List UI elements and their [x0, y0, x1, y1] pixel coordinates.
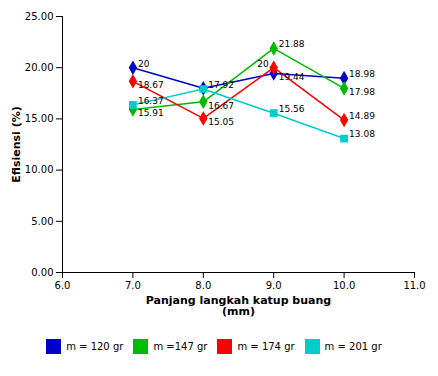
svg-text:20.00: 20.00 [25, 62, 54, 73]
svg-text:16.67: 16.67 [208, 101, 234, 111]
html-text:m = 120 gr: m = 120 gr [66, 341, 124, 352]
svg-text:17.98: 17.98 [349, 87, 375, 97]
html-text:m = 201 gr: m = 201 gr [324, 341, 382, 352]
svg-text:Panjang langkah katup buang(mm: Panjang langkah katup buang(mm) [146, 294, 331, 318]
svg-text:15.56: 15.56 [279, 104, 305, 114]
svg-text:9.0: 9.0 [266, 280, 282, 291]
svg-text:15.00: 15.00 [25, 113, 54, 124]
svg-text:14.89: 14.89 [349, 111, 375, 121]
svg-text:8.0: 8.0 [195, 280, 211, 291]
svg-text:21.88: 21.88 [279, 39, 305, 49]
svg-text:15.91: 15.91 [138, 108, 164, 118]
svg-text:19.44: 19.44 [279, 72, 305, 82]
svg-text:20: 20 [138, 59, 150, 69]
svg-text:17.92: 17.92 [208, 80, 234, 90]
html-text:m =147 gr: m =147 gr [153, 341, 208, 352]
svg-text:7.0: 7.0 [125, 280, 141, 291]
svg-text:5.00: 5.00 [31, 216, 53, 227]
svg-text:13.08: 13.08 [349, 129, 375, 139]
svg-text:18.67: 18.67 [138, 80, 164, 90]
svg-text:0.00: 0.00 [31, 267, 53, 278]
svg-text:25.00: 25.00 [25, 11, 54, 22]
svg-text:18.98: 18.98 [349, 69, 375, 79]
html-text:m = 174 gr: m = 174 gr [237, 341, 295, 352]
svg-text:10.00: 10.00 [25, 164, 54, 175]
svg-text:15.05: 15.05 [208, 117, 234, 127]
svg-text:10.0: 10.0 [333, 280, 355, 291]
svg-text:20: 20 [257, 59, 269, 69]
svg-text:11.0: 11.0 [403, 280, 425, 291]
svg-text:16.37: 16.37 [138, 96, 164, 106]
svg-text:Efisiensi (%): Efisiensi (%) [10, 106, 23, 183]
svg-text:6.0: 6.0 [55, 280, 71, 291]
